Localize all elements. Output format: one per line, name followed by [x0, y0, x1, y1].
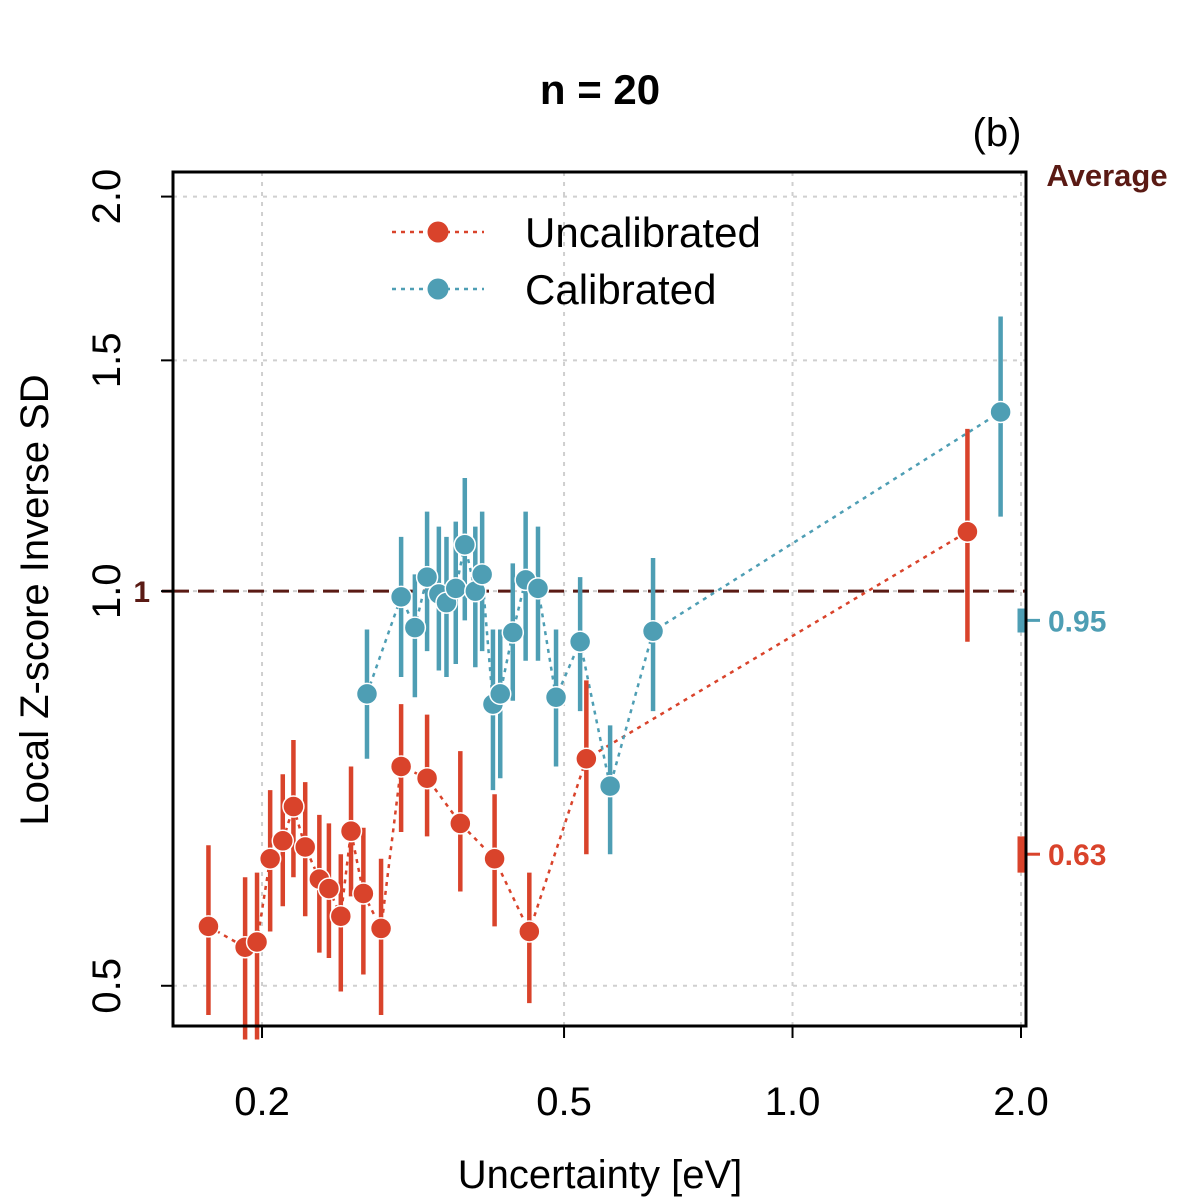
- panel-label: (b): [973, 111, 1022, 155]
- point-s0-18: [575, 747, 598, 771]
- markers: [197, 400, 1012, 959]
- y-tick-label-2: 1.5: [85, 333, 129, 389]
- x-tick-label-3: 2.0: [993, 1080, 1049, 1124]
- point-s0-11: [352, 882, 375, 905]
- point-s0-16: [483, 847, 506, 870]
- x-tick-label-2: 1.0: [765, 1080, 821, 1124]
- chart-title: n = 20: [540, 66, 660, 113]
- y-tick-label-0: 0.5: [85, 958, 129, 1014]
- point-s1-3: [415, 565, 439, 589]
- point-s1-2: [403, 616, 427, 639]
- legend-label-0: Uncalibrated: [525, 209, 761, 256]
- point-s1-16: [568, 630, 592, 653]
- point-s0-10: [339, 819, 363, 843]
- average-label-1: 0.95: [1048, 605, 1106, 638]
- point-s1-6: [444, 577, 468, 600]
- point-s0-12: [369, 917, 393, 940]
- point-s1-12: [501, 621, 525, 644]
- x-tick-label-0: 0.2: [234, 1080, 290, 1124]
- reference-line-label: 1: [133, 576, 150, 609]
- x-tick-label-1: 0.5: [536, 1080, 592, 1124]
- average-label-0: 0.63: [1048, 839, 1106, 872]
- point-s0-13: [389, 755, 413, 778]
- y-axis-label: Local Z-score Inverse SD: [13, 374, 57, 825]
- point-s0-19: [956, 520, 979, 544]
- plot-frame: [171, 170, 1028, 1028]
- point-s1-11: [488, 682, 512, 706]
- legend-marker-0: [427, 221, 449, 243]
- legend: Uncalibrated Calibrated: [392, 209, 761, 313]
- average-markers: 0.63 0.95: [1017, 605, 1106, 873]
- point-s0-3: [258, 847, 282, 870]
- y-tick-label-3: 2.0: [85, 169, 129, 225]
- average-title: Average: [1046, 158, 1167, 193]
- point-s0-4: [271, 829, 295, 853]
- point-s0-0: [197, 915, 220, 938]
- point-s0-17: [518, 920, 541, 943]
- point-s1-9: [470, 563, 494, 586]
- y-tick-label-1: 1.0: [85, 563, 129, 619]
- point-s1-14: [526, 577, 550, 600]
- point-s1-1: [389, 585, 413, 609]
- y-axis: 0.5 1.0 1.5 2.0: [85, 169, 173, 1014]
- point-s1-15: [544, 686, 568, 709]
- legend-marker-1: [427, 278, 449, 300]
- point-s0-9: [329, 904, 353, 928]
- point-s0-2: [245, 930, 269, 954]
- point-s1-0: [355, 682, 379, 706]
- point-s0-15: [449, 812, 472, 835]
- point-s0-8: [317, 877, 341, 900]
- x-axis: 0.2 0.5 1.0 2.0: [234, 1026, 1049, 1124]
- point-s1-18: [641, 620, 665, 643]
- point-s0-5: [282, 795, 305, 818]
- point-s1-7: [453, 533, 477, 556]
- x-axis-label: Uncertainty [eV]: [458, 1153, 743, 1197]
- legend-label-1: Calibrated: [525, 266, 716, 313]
- point-s1-17: [598, 774, 622, 798]
- point-s0-6: [293, 835, 317, 859]
- point-s1-19: [989, 400, 1012, 424]
- point-s0-14: [415, 766, 439, 790]
